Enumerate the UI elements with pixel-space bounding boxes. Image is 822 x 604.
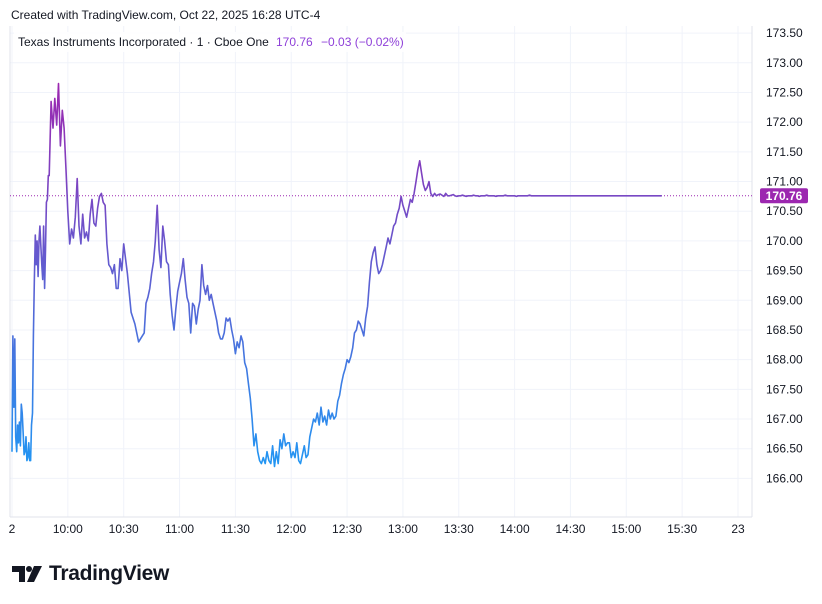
y-tick-label: 166.00: [766, 471, 803, 485]
grid: [10, 26, 752, 517]
last-price-badge: 170.76: [760, 188, 808, 204]
y-tick-label: 170.50: [766, 204, 803, 218]
x-tick-label: 13:00: [388, 522, 418, 536]
y-tick-label: 168.50: [766, 323, 803, 337]
last-price-label: 170.76: [766, 189, 803, 203]
y-tick-label: 173.50: [766, 26, 803, 40]
tradingview-logo[interactable]: TradingView: [12, 562, 169, 586]
x-tick-label: 15:00: [611, 522, 641, 536]
created-with-text: Created with TradingView.com, Oct 22, 20…: [11, 8, 321, 22]
legend-symbol: Texas Instruments Incorporated · 1 · Cbo…: [18, 35, 269, 49]
y-tick-label: 167.00: [766, 412, 803, 426]
x-tick-label: 12:30: [332, 522, 362, 536]
x-tick-label: 11:30: [221, 522, 250, 536]
x-tick-label: 23: [731, 522, 745, 536]
y-tick-label: 168.00: [766, 353, 803, 367]
y-tick-label: 166.50: [766, 442, 803, 456]
x-tick-label: 15:30: [667, 522, 697, 536]
y-tick-label: 171.50: [766, 145, 803, 159]
chart-legend: Texas Instruments Incorporated · 1 · Cbo…: [14, 32, 406, 52]
y-tick-label: 172.50: [766, 85, 803, 99]
brand-name: TradingView: [49, 562, 170, 585]
tradingview-logo-icon: [12, 566, 42, 582]
x-axis-ticks: 2 10:00 10:30 11:00 11:30 12:00 12:30 13:00 13:3…: [9, 522, 745, 536]
y-tick-label: 170.00: [766, 234, 803, 248]
x-tick-label: 10:30: [109, 522, 139, 536]
y-tick-label: 169.00: [766, 293, 803, 307]
x-tick-label: 12:00: [276, 522, 306, 536]
y-tick-label: 171.00: [766, 175, 803, 189]
x-tick-label: 11:00: [165, 522, 194, 536]
x-tick-label: 2: [9, 522, 16, 536]
y-tick-label: 172.00: [766, 115, 803, 129]
x-tick-label: 13:30: [444, 522, 474, 536]
y-tick-label: 173.00: [766, 56, 803, 70]
x-tick-label: 14:00: [500, 522, 530, 536]
price-series-line: [11, 82, 662, 468]
y-tick-label: 167.50: [766, 382, 803, 396]
x-tick-label: 10:00: [53, 522, 83, 536]
legend-last-price: 170.76: [276, 35, 313, 49]
x-tick-label: 14:30: [555, 522, 585, 536]
legend-change: −0.03 (−0.02%): [321, 35, 404, 49]
y-axis-ticks: 173.50173.00172.50172.00171.50171.00170.…: [766, 26, 803, 485]
y-tick-label: 169.50: [766, 264, 803, 278]
